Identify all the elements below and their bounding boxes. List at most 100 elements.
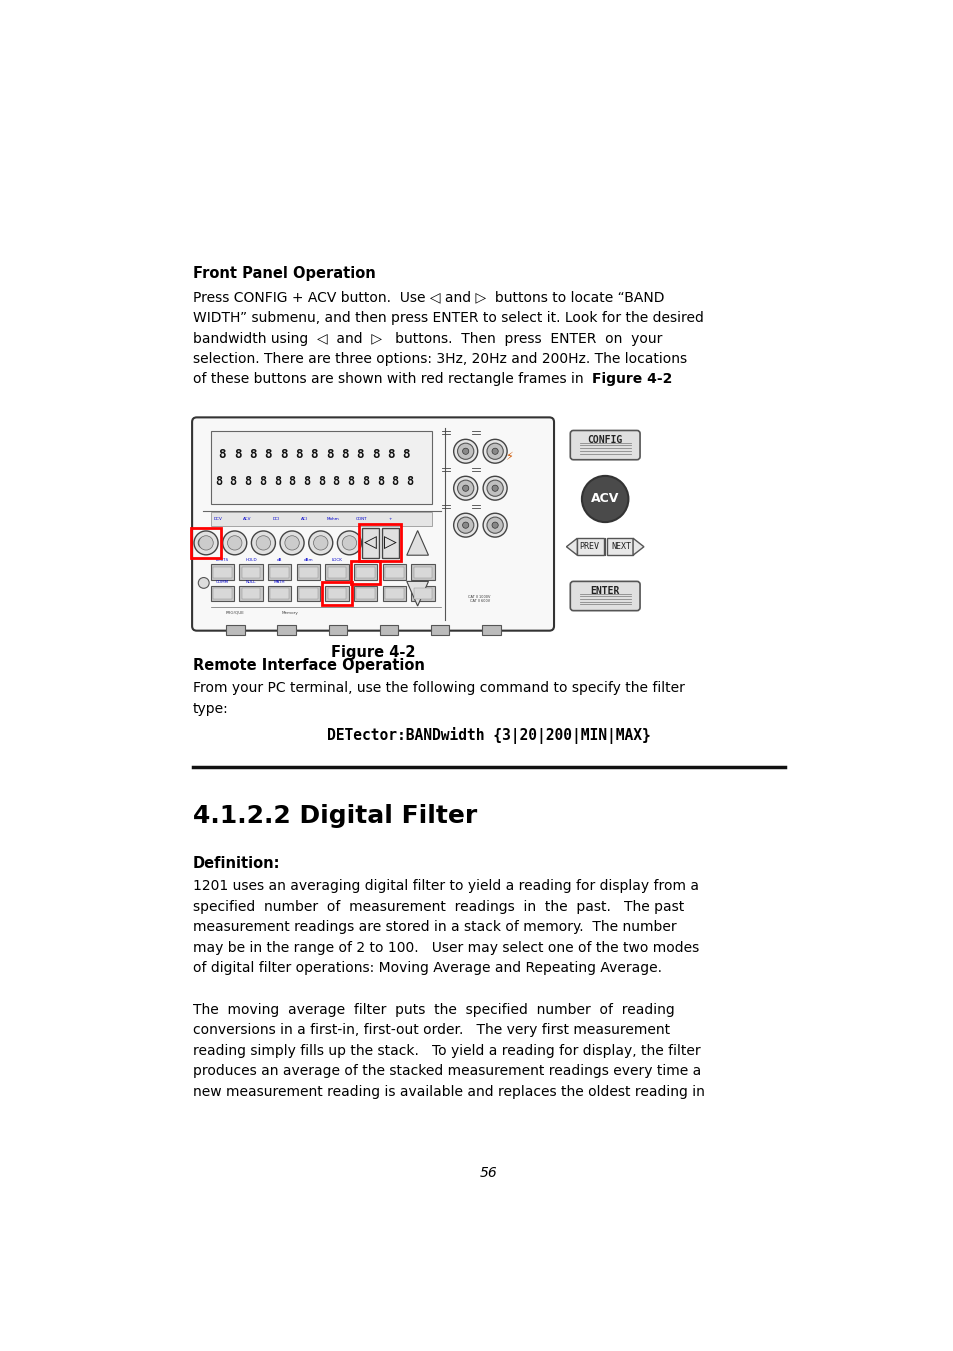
Text: 8: 8 — [214, 474, 222, 488]
Text: DETector:BANDwidth {3|20|200|MIN|MAX}: DETector:BANDwidth {3|20|200|MIN|MAX} — [327, 727, 650, 744]
Bar — [239, 565, 262, 580]
Text: of these buttons are shown with red rectangle frames in: of these buttons are shown with red rect… — [193, 373, 592, 386]
Text: The  moving  average  filter  puts  the  specified  number  of  reading: The moving average filter puts the speci… — [193, 1002, 674, 1017]
Text: new measurement reading is available and replaces the oldest reading in: new measurement reading is available and… — [193, 1085, 704, 1098]
Circle shape — [309, 531, 333, 555]
Text: bandwidth using  ◁  and  ▷   buttons.  Then  press  ENTER  on  your: bandwidth using ◁ and ▷ buttons. Then pr… — [193, 331, 661, 346]
Bar — [431, 624, 449, 635]
Polygon shape — [406, 581, 428, 607]
Bar — [325, 565, 348, 580]
Text: Definition:: Definition: — [193, 857, 280, 871]
Text: PRG/QUE: PRG/QUE — [226, 611, 245, 615]
Text: of digital filter operations: Moving Average and Repeating Average.: of digital filter operations: Moving Ave… — [193, 961, 661, 975]
Circle shape — [482, 439, 507, 463]
Bar — [385, 567, 403, 577]
Bar — [328, 624, 347, 635]
Text: 8: 8 — [244, 474, 252, 488]
Text: 8: 8 — [230, 474, 236, 488]
Circle shape — [314, 536, 328, 550]
Text: Remote Interface Operation: Remote Interface Operation — [193, 658, 424, 673]
Circle shape — [193, 531, 218, 555]
Bar — [211, 431, 431, 504]
Text: 8: 8 — [333, 474, 339, 488]
Bar — [213, 567, 232, 577]
FancyBboxPatch shape — [192, 417, 554, 631]
Text: ACV: ACV — [243, 517, 251, 521]
Bar — [411, 565, 435, 580]
Bar — [192, 528, 220, 558]
Bar — [356, 588, 375, 598]
Text: Press CONFIG + ACV button.  Use ◁ and ▷  buttons to locate “BAND: Press CONFIG + ACV button. Use ◁ and ▷ b… — [193, 290, 663, 305]
Text: LIMITS: LIMITS — [215, 558, 229, 562]
Bar — [606, 538, 633, 555]
Bar — [351, 561, 380, 584]
Text: 8: 8 — [295, 447, 302, 461]
Bar — [241, 567, 260, 577]
Text: 8: 8 — [288, 474, 295, 488]
Text: CAT II 1000V
CAT II 600V: CAT II 1000V CAT II 600V — [468, 594, 490, 604]
Circle shape — [252, 531, 275, 555]
FancyBboxPatch shape — [570, 431, 639, 459]
Text: 8: 8 — [259, 474, 266, 488]
Text: 8: 8 — [326, 447, 334, 461]
Bar — [211, 565, 233, 580]
Bar — [379, 624, 397, 635]
Bar — [211, 586, 233, 601]
Circle shape — [256, 536, 271, 550]
Polygon shape — [566, 538, 577, 555]
Text: Figure 4-2: Figure 4-2 — [592, 373, 672, 386]
Text: 4.1.2.2 Digital Filter: 4.1.2.2 Digital Filter — [193, 804, 476, 828]
Bar — [296, 565, 319, 580]
Bar — [277, 624, 295, 635]
Text: From your PC terminal, use the following command to specify the filter: From your PC terminal, use the following… — [193, 681, 684, 696]
Bar — [213, 588, 232, 598]
Text: 8: 8 — [387, 447, 395, 461]
Text: 56: 56 — [479, 1166, 497, 1181]
Text: 8: 8 — [249, 447, 256, 461]
Circle shape — [457, 517, 474, 534]
Text: 8: 8 — [362, 474, 369, 488]
Circle shape — [227, 536, 242, 550]
Text: measurement readings are stored in a stack of memory.  The number: measurement readings are stored in a sta… — [193, 920, 676, 934]
Text: 8: 8 — [317, 474, 325, 488]
Text: 8: 8 — [279, 447, 287, 461]
Text: 8: 8 — [264, 447, 272, 461]
Text: produces an average of the stacked measurement readings every time a: produces an average of the stacked measu… — [193, 1065, 700, 1078]
Text: DCI: DCI — [272, 517, 279, 521]
Bar — [385, 588, 403, 598]
Text: CONFIG: CONFIG — [587, 435, 622, 444]
Text: NEXT: NEXT — [611, 542, 631, 551]
Bar — [381, 528, 398, 558]
Circle shape — [285, 536, 299, 550]
Text: 8: 8 — [356, 447, 364, 461]
Text: conversions in a first-in, first-out order.   The very first measurement: conversions in a first-in, first-out ord… — [193, 1023, 669, 1038]
Bar — [354, 565, 377, 580]
Bar — [226, 624, 245, 635]
Bar — [268, 565, 291, 580]
Circle shape — [492, 485, 497, 492]
Text: ▷: ▷ — [384, 534, 396, 553]
Text: HOLD: HOLD — [245, 558, 256, 562]
Text: 1201 uses an averaging digital filter to yield a reading for display from a: 1201 uses an averaging digital filter to… — [193, 880, 699, 893]
Text: selection. There are three options: 3Hz, 20Hz and 200Hz. The locations: selection. There are three options: 3Hz,… — [193, 351, 686, 366]
Circle shape — [222, 531, 247, 555]
Text: LOCK: LOCK — [332, 558, 342, 562]
Circle shape — [457, 443, 474, 459]
Circle shape — [198, 536, 213, 550]
Text: 8: 8 — [233, 447, 241, 461]
Text: 8: 8 — [402, 447, 410, 461]
Bar — [211, 512, 431, 526]
Text: COMM: COMM — [215, 580, 229, 584]
Circle shape — [492, 449, 497, 454]
Bar — [359, 524, 401, 562]
Text: ◁: ◁ — [364, 534, 376, 553]
Text: PREV: PREV — [578, 542, 598, 551]
Bar — [328, 567, 346, 577]
Text: reading simply fills up the stack.   To yield a reading for display, the filter: reading simply fills up the stack. To yi… — [193, 1044, 700, 1058]
Text: ACV: ACV — [590, 493, 618, 505]
Circle shape — [482, 513, 507, 538]
Circle shape — [486, 517, 503, 534]
Circle shape — [486, 480, 503, 496]
Circle shape — [462, 521, 468, 528]
Circle shape — [337, 531, 361, 555]
